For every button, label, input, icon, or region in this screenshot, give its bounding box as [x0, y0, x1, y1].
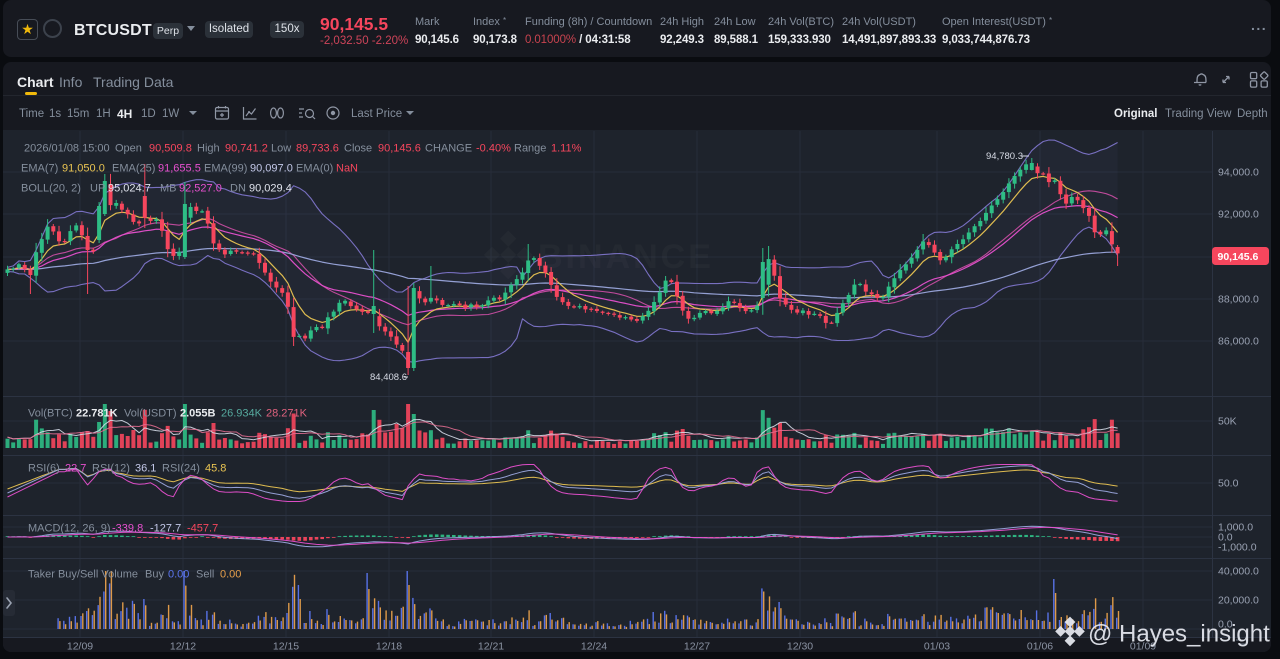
- svg-text:12/27: 12/27: [684, 641, 710, 653]
- svg-text:BOLL(20, 2): BOLL(20, 2): [21, 183, 81, 195]
- svg-text:36.1: 36.1: [135, 463, 156, 475]
- svg-text:Range: Range: [514, 143, 546, 155]
- svg-text:12/24: 12/24: [581, 641, 607, 653]
- svg-text:Open: Open: [115, 143, 142, 155]
- svg-text:-0.40%: -0.40%: [476, 143, 511, 155]
- svg-text:EMA(7): EMA(7): [21, 163, 58, 175]
- svg-text:84,408.6: 84,408.6: [370, 372, 407, 383]
- svg-text:90,097.0: 90,097.0: [250, 163, 293, 175]
- svg-text:12/21: 12/21: [478, 641, 504, 653]
- svg-text:Vol(USDT): Vol(USDT): [124, 408, 177, 420]
- svg-text:Vol(BTC): Vol(BTC): [28, 408, 73, 420]
- svg-text:01/09: 01/09: [1130, 641, 1156, 653]
- svg-text:90,509.8: 90,509.8: [149, 143, 192, 155]
- svg-text:0.0: 0.0: [1218, 619, 1233, 631]
- svg-text:94,780.3: 94,780.3: [986, 151, 1023, 162]
- svg-text:12/30: 12/30: [787, 641, 813, 653]
- svg-text:26.934K: 26.934K: [221, 408, 263, 420]
- svg-text:EMA(25): EMA(25): [112, 163, 155, 175]
- svg-text:12/12: 12/12: [170, 641, 196, 653]
- svg-text:2026/01/08 15:00: 2026/01/08 15:00: [24, 143, 110, 155]
- svg-text:12/18: 12/18: [376, 641, 402, 653]
- svg-text:-1,000.0: -1,000.0: [1218, 542, 1257, 554]
- svg-text:92,527.0: 92,527.0: [179, 183, 222, 195]
- svg-text:DN: DN: [230, 183, 246, 195]
- svg-text:20,000.0: 20,000.0: [1218, 595, 1259, 607]
- svg-text:91,655.5: 91,655.5: [158, 163, 201, 175]
- svg-text:45.8: 45.8: [205, 463, 226, 475]
- svg-text:12/09: 12/09: [67, 641, 93, 653]
- svg-text:1.11%: 1.11%: [551, 143, 582, 155]
- svg-text:NaN: NaN: [336, 163, 358, 175]
- svg-text:RSI(12): RSI(12): [92, 463, 130, 475]
- svg-text:94,000.0: 94,000.0: [1218, 167, 1259, 179]
- svg-text:89,733.6: 89,733.6: [296, 143, 339, 155]
- svg-text:MACD(12, 26, 9): MACD(12, 26, 9): [28, 523, 111, 535]
- svg-text:@ Hayes_insight: @ Hayes_insight: [1088, 621, 1270, 648]
- svg-text:50K: 50K: [1218, 416, 1237, 428]
- svg-text:Low: Low: [271, 143, 291, 155]
- svg-text:22.781K: 22.781K: [76, 408, 118, 420]
- svg-text:12/15: 12/15: [273, 641, 299, 653]
- svg-text:High: High: [197, 143, 220, 155]
- svg-text:28.271K: 28.271K: [266, 408, 308, 420]
- svg-text:91,050.0: 91,050.0: [62, 163, 105, 175]
- svg-text:0.00: 0.00: [168, 569, 189, 581]
- svg-text:22.7: 22.7: [65, 463, 86, 475]
- svg-text:95,024.7: 95,024.7: [108, 183, 151, 195]
- svg-text:86,000.0: 86,000.0: [1218, 336, 1259, 348]
- svg-text:Sell: Sell: [196, 569, 214, 581]
- svg-text:50.0: 50.0: [1218, 478, 1239, 490]
- svg-text:92,000.0: 92,000.0: [1218, 209, 1259, 221]
- svg-text:MB: MB: [160, 183, 177, 195]
- svg-text:88,000.0: 88,000.0: [1218, 294, 1259, 306]
- svg-text:Close: Close: [344, 143, 372, 155]
- svg-text:01/06: 01/06: [1027, 641, 1053, 653]
- svg-text:-127.7: -127.7: [150, 523, 181, 535]
- svg-text:90,145.6: 90,145.6: [1218, 251, 1259, 263]
- svg-text:Taker Buy/Sell Volume: Taker Buy/Sell Volume: [28, 569, 138, 581]
- svg-text:RSI(6): RSI(6): [28, 463, 60, 475]
- svg-text:-339.8: -339.8: [112, 523, 143, 535]
- svg-text:40,000.0: 40,000.0: [1218, 566, 1259, 578]
- svg-text:90,145.6: 90,145.6: [378, 143, 421, 155]
- svg-text:EMA(0): EMA(0): [296, 163, 333, 175]
- svg-text:UP: UP: [90, 183, 105, 195]
- svg-text:90,029.4: 90,029.4: [249, 183, 292, 195]
- svg-text:90,741.2: 90,741.2: [225, 143, 268, 155]
- svg-text:01/03: 01/03: [924, 641, 950, 653]
- svg-text:Buy: Buy: [145, 569, 164, 581]
- svg-text:EMA(99): EMA(99): [204, 163, 247, 175]
- svg-text:0.00: 0.00: [220, 569, 241, 581]
- svg-text:2.055B: 2.055B: [180, 408, 216, 420]
- svg-text:RSI(24): RSI(24): [162, 463, 200, 475]
- svg-text:CHANGE: CHANGE: [425, 143, 472, 155]
- svg-text:0.0: 0.0: [1218, 532, 1233, 544]
- svg-text:1,000.0: 1,000.0: [1218, 522, 1253, 534]
- svg-text:-457.7: -457.7: [187, 523, 218, 535]
